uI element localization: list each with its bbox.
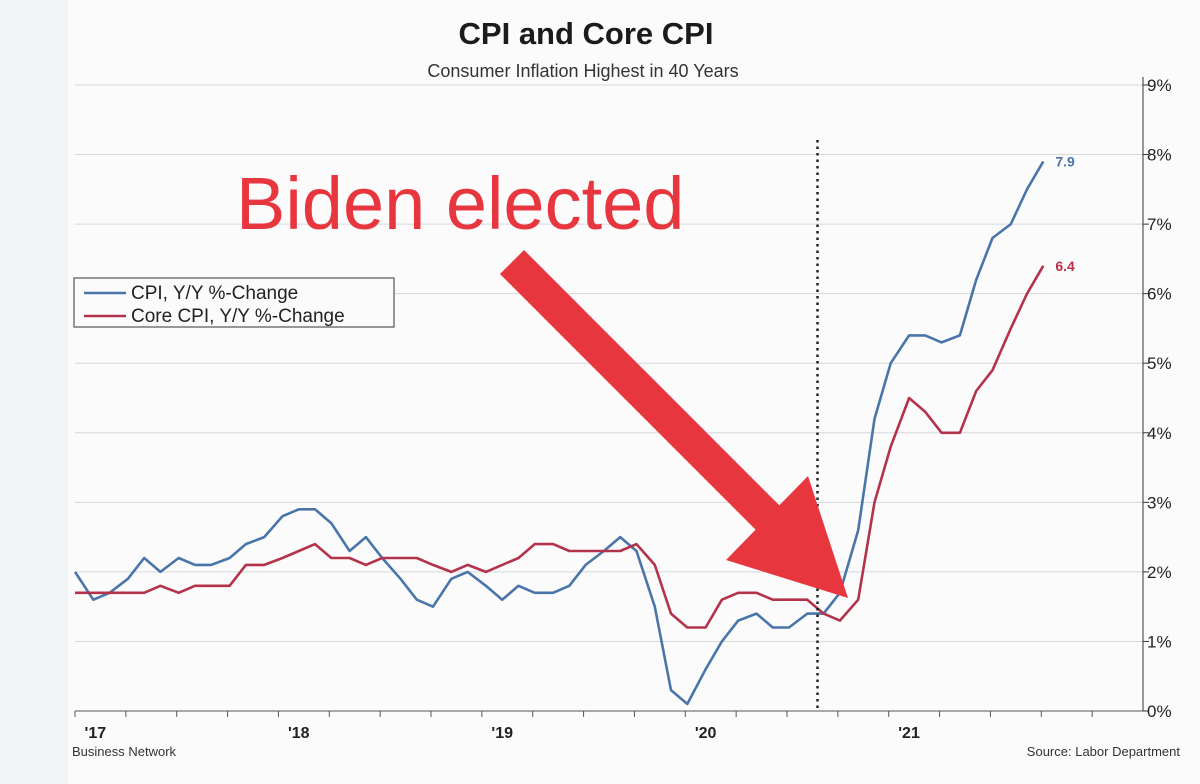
chart-subtitle: Consumer Inflation Highest in 40 Years xyxy=(427,61,738,81)
y-tick-label: 8% xyxy=(1147,146,1172,165)
annotation-text: Biden elected xyxy=(236,162,684,245)
x-tick-label: '17 xyxy=(85,725,107,742)
series-line-1 xyxy=(75,265,1045,629)
series-lines xyxy=(73,160,1045,706)
y-tick-label: 4% xyxy=(1147,424,1172,443)
annotation-arrow-shaft xyxy=(499,249,781,531)
x-tick-label: '20 xyxy=(695,725,717,742)
annotation: Biden elected xyxy=(236,162,848,598)
legend-box xyxy=(73,277,395,328)
y-tick-label: 5% xyxy=(1147,354,1172,373)
end-value-label-0: 7.9 xyxy=(1055,154,1075,170)
series-end-labels: 7.9 6.4 xyxy=(1055,154,1075,274)
chart-title: CPI and Core CPI xyxy=(459,16,714,51)
y-tick-label: 6% xyxy=(1147,285,1172,304)
y-tick-label: 0% xyxy=(1147,702,1172,721)
y-tick-label: 9% xyxy=(1147,76,1172,95)
y-tick-label: 3% xyxy=(1147,493,1172,512)
end-value-label-1: 6.4 xyxy=(1055,258,1075,274)
x-tick-label: '19 xyxy=(491,725,513,742)
y-tick-label: 1% xyxy=(1147,632,1172,651)
y-tick-label: 2% xyxy=(1147,563,1172,582)
legend-label-cpi: CPI, Y/Y %-Change xyxy=(131,283,298,304)
y-axis-ticks: 0% 1% 2% 3% 4% 5% 6% 7% 8% 9% xyxy=(75,76,1172,721)
x-tick-label: '18 xyxy=(288,725,310,742)
source-text: Source: Labor Department xyxy=(1027,744,1181,759)
credit-text: Business Network xyxy=(72,744,177,759)
y-tick-label: 7% xyxy=(1147,215,1172,234)
legend: CPI, Y/Y %-Change Core CPI, Y/Y %-Change xyxy=(73,277,395,328)
legend-label-core-cpi: Core CPI, Y/Y %-Change xyxy=(131,306,345,327)
series-line-0 xyxy=(73,160,1045,706)
x-axis-ticks: '17 '18 '19 '20 '21 xyxy=(74,711,1093,742)
x-tick-label: '21 xyxy=(898,725,920,742)
annotation-arrow-head xyxy=(726,476,848,598)
